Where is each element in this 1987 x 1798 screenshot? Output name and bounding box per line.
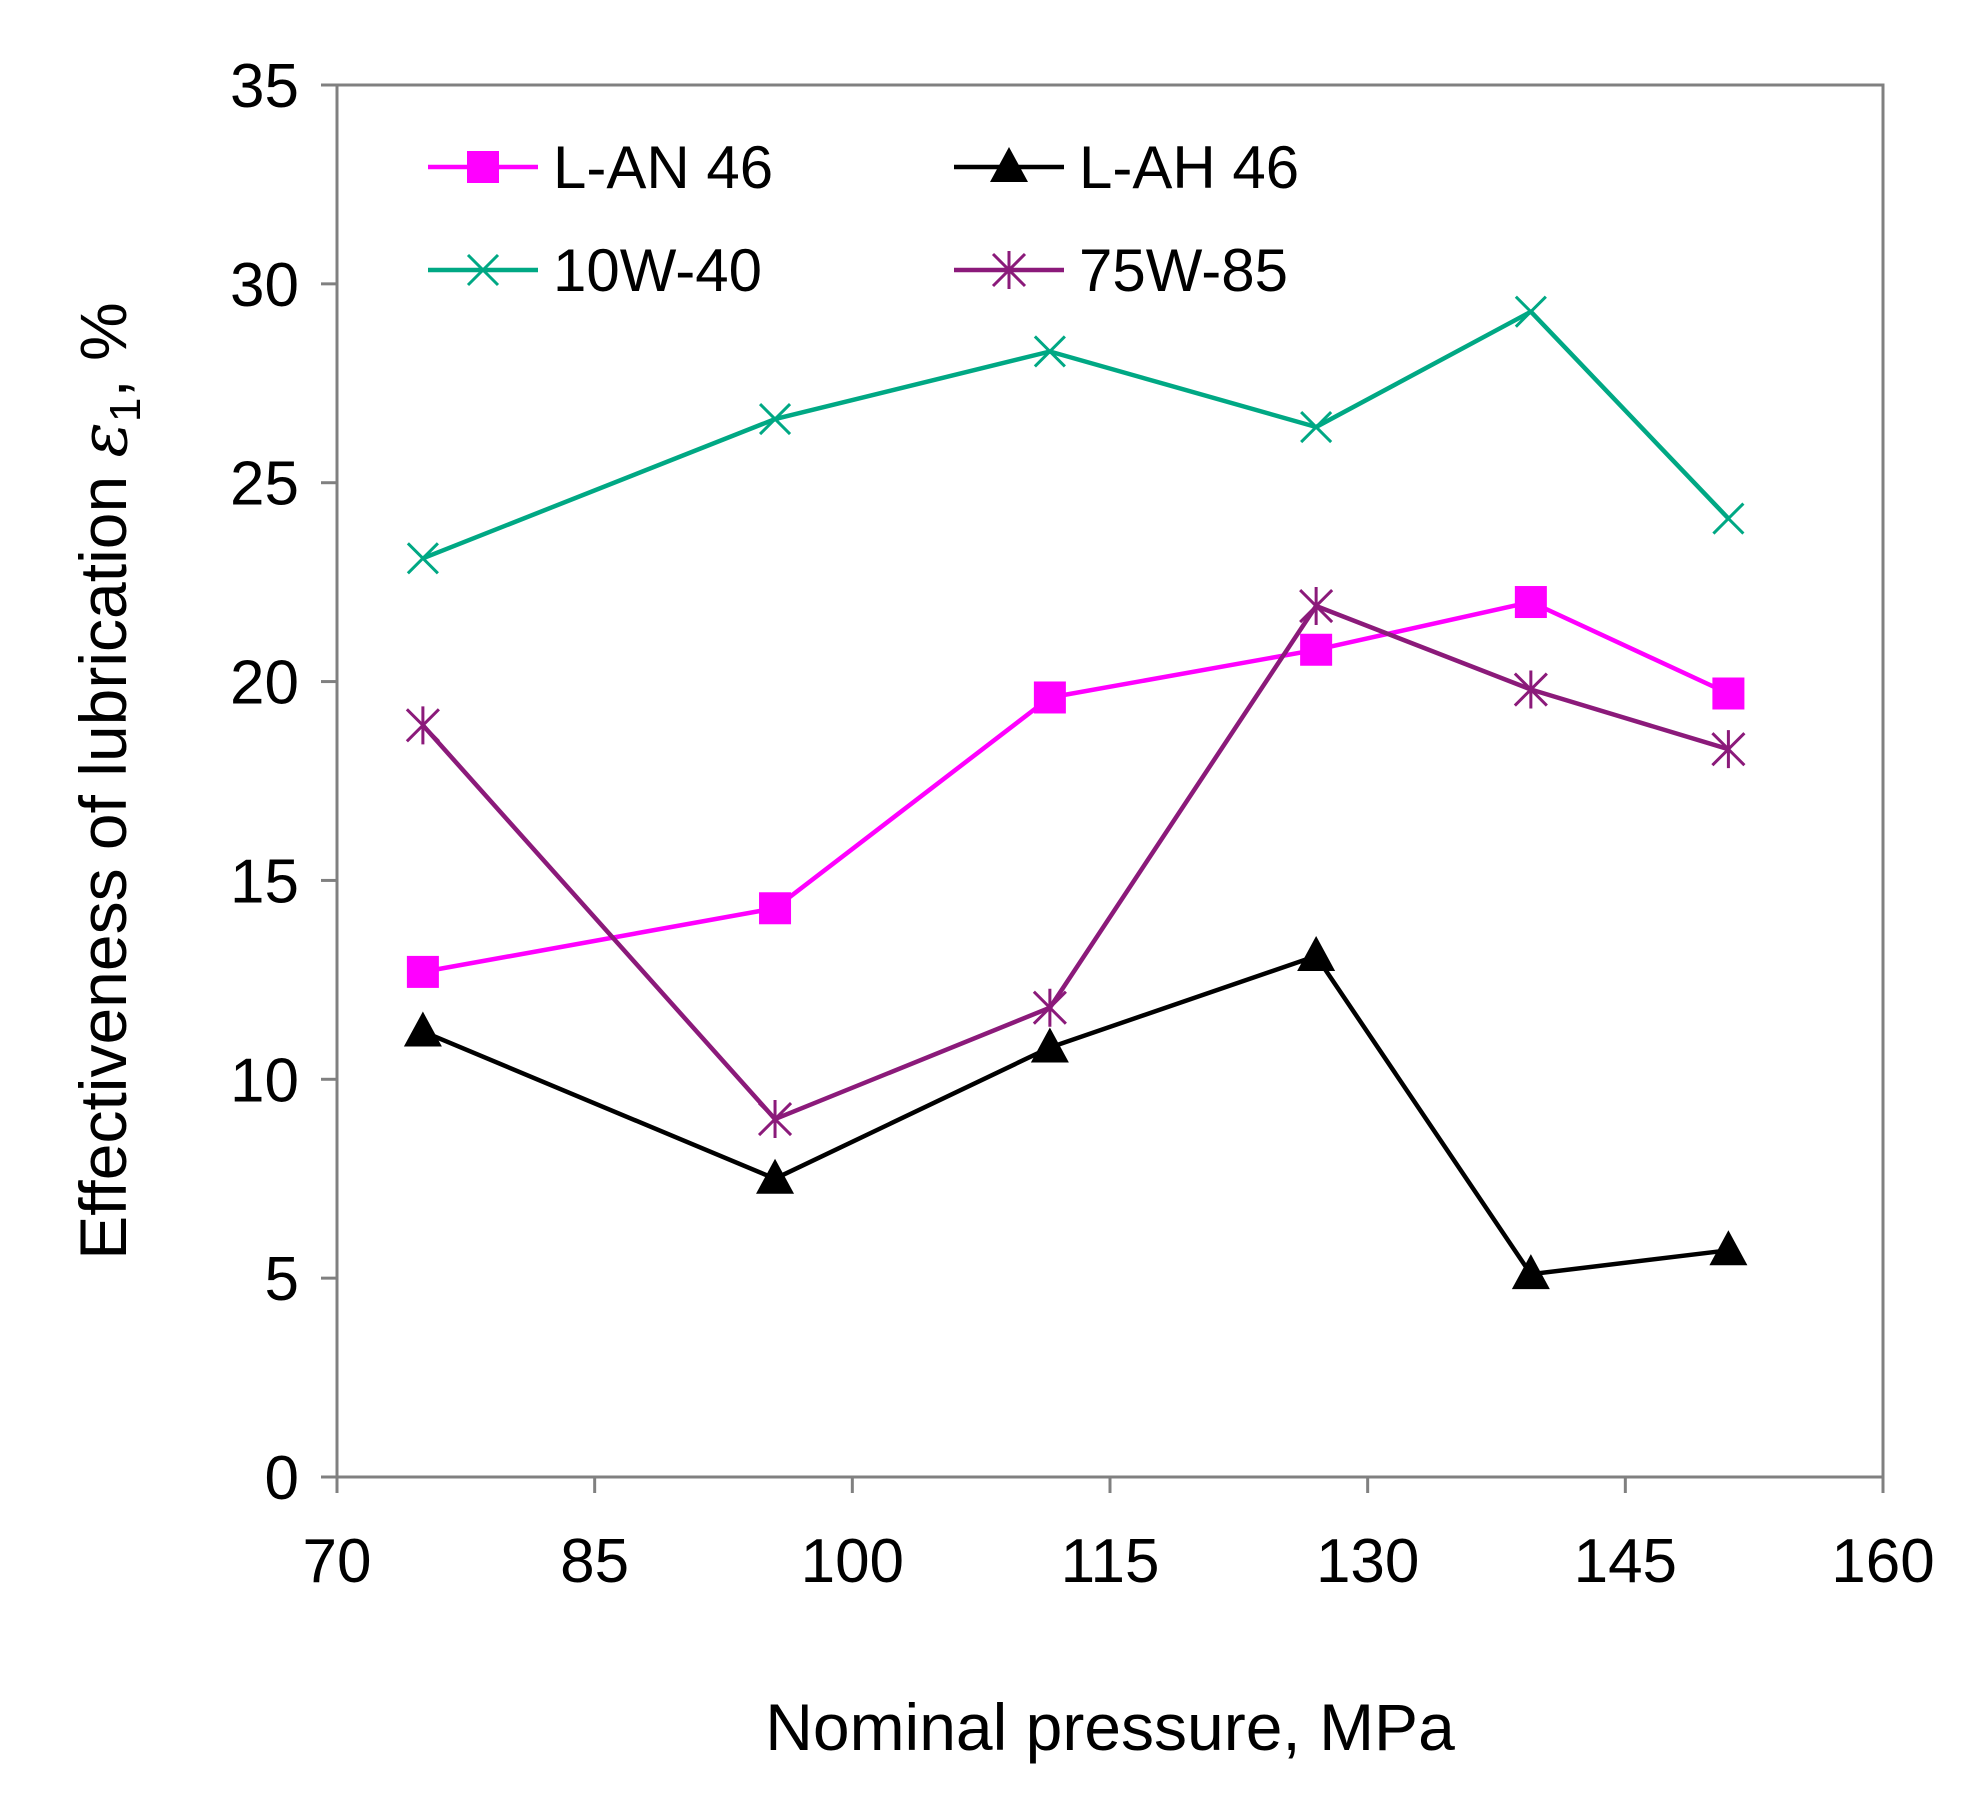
x-axis: 70 85 100 115 130 145 160 xyxy=(303,1477,1935,1596)
y-tick-label: 20 xyxy=(230,649,299,718)
data-point-75w-85 xyxy=(1299,587,1334,626)
y-tick-label: 5 xyxy=(265,1245,299,1314)
series-75w-85 xyxy=(405,587,1746,1139)
x-tick-label: 100 xyxy=(801,1527,904,1596)
data-point-10w-40 xyxy=(406,542,439,575)
data-point-l-ah-46 xyxy=(1511,1254,1550,1290)
legend-label: L-AH 46 xyxy=(1079,134,1299,201)
data-point-l-an-46 xyxy=(1712,677,1745,710)
data-point-l-ah-46 xyxy=(1709,1230,1748,1266)
legend-swatch-marker xyxy=(991,251,1027,289)
y-axis: 0 5 10 15 20 25 30 35 xyxy=(230,52,337,1513)
y-axis-title: Effectiveness of lubrication ε1, % xyxy=(65,302,150,1259)
data-point-10w-40 xyxy=(1300,410,1333,444)
x-tick-label: 70 xyxy=(303,1527,372,1596)
y-axis-title-suffix: , % xyxy=(66,302,140,397)
series-l-an-46 xyxy=(406,586,1745,988)
legend-item-l-an-46: L-AN 46 xyxy=(428,134,773,201)
data-point-l-ah-46 xyxy=(403,1011,442,1047)
data-point-l-ah-46 xyxy=(1030,1027,1069,1063)
data-point-l-an-46 xyxy=(406,955,439,988)
data-point-75w-85 xyxy=(1711,730,1746,769)
legend: L-AN 46 L-AH 46 10W-40 75W-85 xyxy=(428,134,1299,304)
legend-swatch-marker xyxy=(467,151,499,183)
data-point-l-an-46 xyxy=(1300,633,1333,666)
x-tick-label: 130 xyxy=(1316,1527,1419,1596)
data-point-10w-40 xyxy=(1033,335,1066,368)
series-line-10w-40 xyxy=(422,309,1731,561)
data-point-l-an-46 xyxy=(1514,586,1547,619)
legend-label: 10W-40 xyxy=(553,237,762,304)
data-point-75w-85 xyxy=(1513,670,1548,709)
legend-label: L-AN 46 xyxy=(553,134,773,201)
data-point-l-ah-46 xyxy=(756,1158,795,1194)
y-axis-title-subscript: 1 xyxy=(101,398,150,422)
y-tick-label: 30 xyxy=(230,251,299,320)
legend-item-10w-40: 10W-40 xyxy=(428,237,762,304)
data-point-l-ah-46 xyxy=(1297,935,1336,971)
legend-swatch-marker xyxy=(990,147,1028,182)
data-point-10w-40 xyxy=(1712,502,1745,535)
series-line-75w-85 xyxy=(421,603,1730,1122)
data-point-l-an-46 xyxy=(759,892,792,925)
x-tick-label: 145 xyxy=(1574,1527,1677,1596)
series-layer xyxy=(403,295,1748,1290)
series-line-l-ah-46 xyxy=(422,953,1729,1277)
x-tick-label: 85 xyxy=(560,1527,629,1596)
y-tick-label: 25 xyxy=(230,450,299,519)
legend-swatch-marker xyxy=(466,253,500,287)
y-tick-label: 0 xyxy=(265,1444,299,1513)
data-point-75w-85 xyxy=(1032,988,1067,1027)
y-tick-label: 35 xyxy=(230,52,299,121)
y-tick-label: 10 xyxy=(230,1046,299,1115)
data-point-10w-40 xyxy=(1514,295,1547,328)
data-point-75w-85 xyxy=(405,706,440,745)
x-axis-title: Nominal pressure, MPa xyxy=(765,1690,1455,1764)
legend-item-l-ah-46: L-AH 46 xyxy=(954,134,1299,201)
series-l-ah-46 xyxy=(403,935,1748,1290)
y-axis-title-symbol: ε xyxy=(65,422,142,457)
legend-item-75w-85: 75W-85 xyxy=(954,237,1288,304)
y-axis-title-main: Effectiveness of lubrication xyxy=(66,458,140,1260)
x-tick-label: 115 xyxy=(1061,1527,1160,1596)
data-point-l-an-46 xyxy=(1033,681,1066,714)
data-point-75w-85 xyxy=(757,1100,793,1139)
series-10w-40 xyxy=(406,295,1745,575)
x-tick-label: 160 xyxy=(1831,1527,1934,1596)
series-line-l-an-46 xyxy=(422,599,1730,975)
legend-label: 75W-85 xyxy=(1079,237,1288,304)
y-tick-label: 15 xyxy=(230,847,299,916)
data-point-10w-40 xyxy=(758,403,792,436)
